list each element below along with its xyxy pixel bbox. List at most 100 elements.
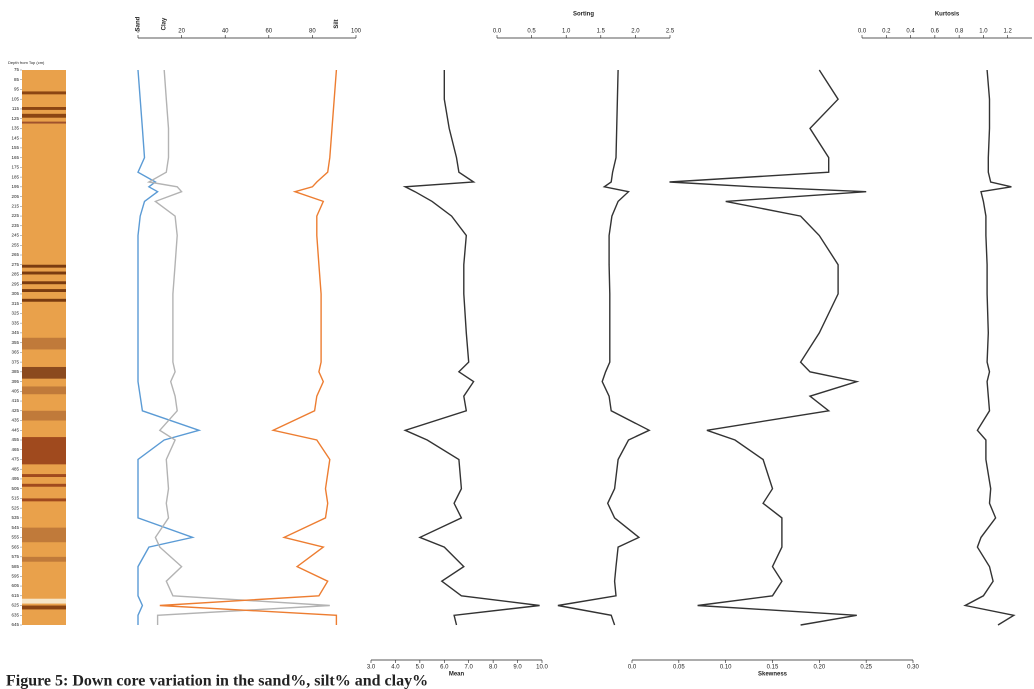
y-tick-label: 85 <box>14 77 20 82</box>
core-band <box>22 114 66 118</box>
profile-line <box>558 70 649 625</box>
x-tick-label: 100 <box>351 29 362 35</box>
y-tick-label: 205 <box>11 194 19 199</box>
y-tick-label: 535 <box>11 515 19 520</box>
y-tick-label: 365 <box>11 350 19 355</box>
y-tick-label: 585 <box>11 564 19 569</box>
core-band <box>22 411 66 421</box>
x-tick-label: 10.0 <box>536 665 548 671</box>
x-tick-label: 0.6 <box>931 29 940 35</box>
y-axis-title: Depth from Top (cm) <box>8 60 45 65</box>
x-tick-label: 0.15 <box>767 665 779 671</box>
x-tick-label: 0.0 <box>858 29 867 35</box>
core-band <box>22 367 66 379</box>
x-tick-label: 9.0 <box>513 665 522 671</box>
y-tick-label: 335 <box>11 320 19 325</box>
x-axis-title: Kurtosis <box>935 12 960 18</box>
y-tick-label: 615 <box>11 593 19 598</box>
profile-line <box>965 70 1014 625</box>
y-tick-label: 515 <box>11 496 19 501</box>
y-tick-label: 415 <box>11 398 19 403</box>
x-axis-title: Skewness <box>758 672 788 678</box>
core-band <box>22 498 66 501</box>
x-tick-label: 0.8 <box>955 29 964 35</box>
y-tick-label: 285 <box>11 272 19 277</box>
profile-line <box>405 70 539 625</box>
core-band <box>22 289 66 292</box>
x-tick-label: 3.0 <box>367 665 376 671</box>
y-tick-label: 155 <box>11 145 19 150</box>
y-tick-label: 275 <box>11 262 19 267</box>
y-tick-label: 445 <box>11 427 19 432</box>
x-tick-label: 1.5 <box>597 29 606 35</box>
y-tick-label: 555 <box>11 535 19 540</box>
y-tick-label: 235 <box>11 223 19 228</box>
x-tick-label: 2.5 <box>666 29 675 35</box>
profile-line <box>160 70 337 625</box>
series-label: Silt <box>334 19 340 28</box>
y-tick-label: 565 <box>11 544 19 549</box>
x-tick-label: 0.5 <box>527 29 536 35</box>
y-tick-label: 435 <box>11 418 19 423</box>
x-tick-label: 4.0 <box>391 665 400 671</box>
y-tick-label: 255 <box>11 242 19 247</box>
x-tick-label: 8.0 <box>489 665 498 671</box>
profile-line <box>670 70 867 625</box>
y-tick-label: 475 <box>11 457 19 462</box>
y-tick-label: 135 <box>11 126 19 131</box>
x-tick-label: 5.0 <box>416 665 425 671</box>
y-tick-label: 375 <box>11 359 19 364</box>
y-tick-label: 485 <box>11 466 19 471</box>
y-tick-label: 95 <box>14 87 20 92</box>
y-tick-label: 425 <box>11 408 19 413</box>
series-label: Clay <box>162 17 168 30</box>
y-tick-label: 505 <box>11 486 19 491</box>
y-tick-label: 165 <box>11 155 19 160</box>
x-tick-label: 0.20 <box>813 665 825 671</box>
y-tick-label: 225 <box>11 213 19 218</box>
x-tick-label: 60 <box>265 29 272 35</box>
series-label: Sand <box>136 16 142 31</box>
core-band <box>22 299 66 302</box>
x-tick-label: 40 <box>222 29 229 35</box>
y-tick-label: 355 <box>11 340 19 345</box>
y-tick-label: 595 <box>11 574 19 579</box>
y-tick-label: 465 <box>11 447 19 452</box>
core-band <box>22 91 66 94</box>
x-tick-label: 1.2 <box>1004 29 1013 35</box>
x-tick-label: 0.05 <box>673 665 685 671</box>
x-tick-label: 0.0 <box>493 29 502 35</box>
y-tick-label: 405 <box>11 389 19 394</box>
y-tick-label: 265 <box>11 252 19 257</box>
y-tick-label: 315 <box>11 301 19 306</box>
x-tick-label: 0.10 <box>720 665 732 671</box>
y-tick-label: 295 <box>11 281 19 286</box>
core-band <box>22 338 66 350</box>
x-tick-label: 0.30 <box>907 665 919 671</box>
core-band <box>22 122 66 124</box>
core-band <box>22 484 66 487</box>
x-tick-label: 0.2 <box>882 29 891 35</box>
core-band <box>22 265 66 268</box>
y-tick-label: 175 <box>11 165 19 170</box>
y-tick-label: 525 <box>11 505 19 510</box>
y-tick-label: 575 <box>11 554 19 559</box>
y-tick-label: 215 <box>11 204 19 209</box>
x-tick-label: 6.0 <box>440 665 449 671</box>
x-tick-label: 1.0 <box>562 29 571 35</box>
y-tick-label: 345 <box>11 330 19 335</box>
y-tick-label: 645 <box>11 622 19 627</box>
x-tick-label: 1.0 <box>979 29 988 35</box>
core-band <box>22 386 66 394</box>
y-tick-label: 605 <box>11 583 19 588</box>
x-tick-label: 0.0 <box>628 665 637 671</box>
figure: Figure 5: Down core variation in the san… <box>0 0 1034 689</box>
y-tick-label: 125 <box>11 116 19 121</box>
core-band <box>22 281 66 284</box>
core-band <box>22 437 66 464</box>
y-tick-label: 75 <box>14 67 20 72</box>
y-tick-label: 115 <box>12 106 20 111</box>
y-tick-label: 495 <box>11 476 19 481</box>
core-band <box>22 107 66 110</box>
y-tick-label: 185 <box>11 174 19 179</box>
